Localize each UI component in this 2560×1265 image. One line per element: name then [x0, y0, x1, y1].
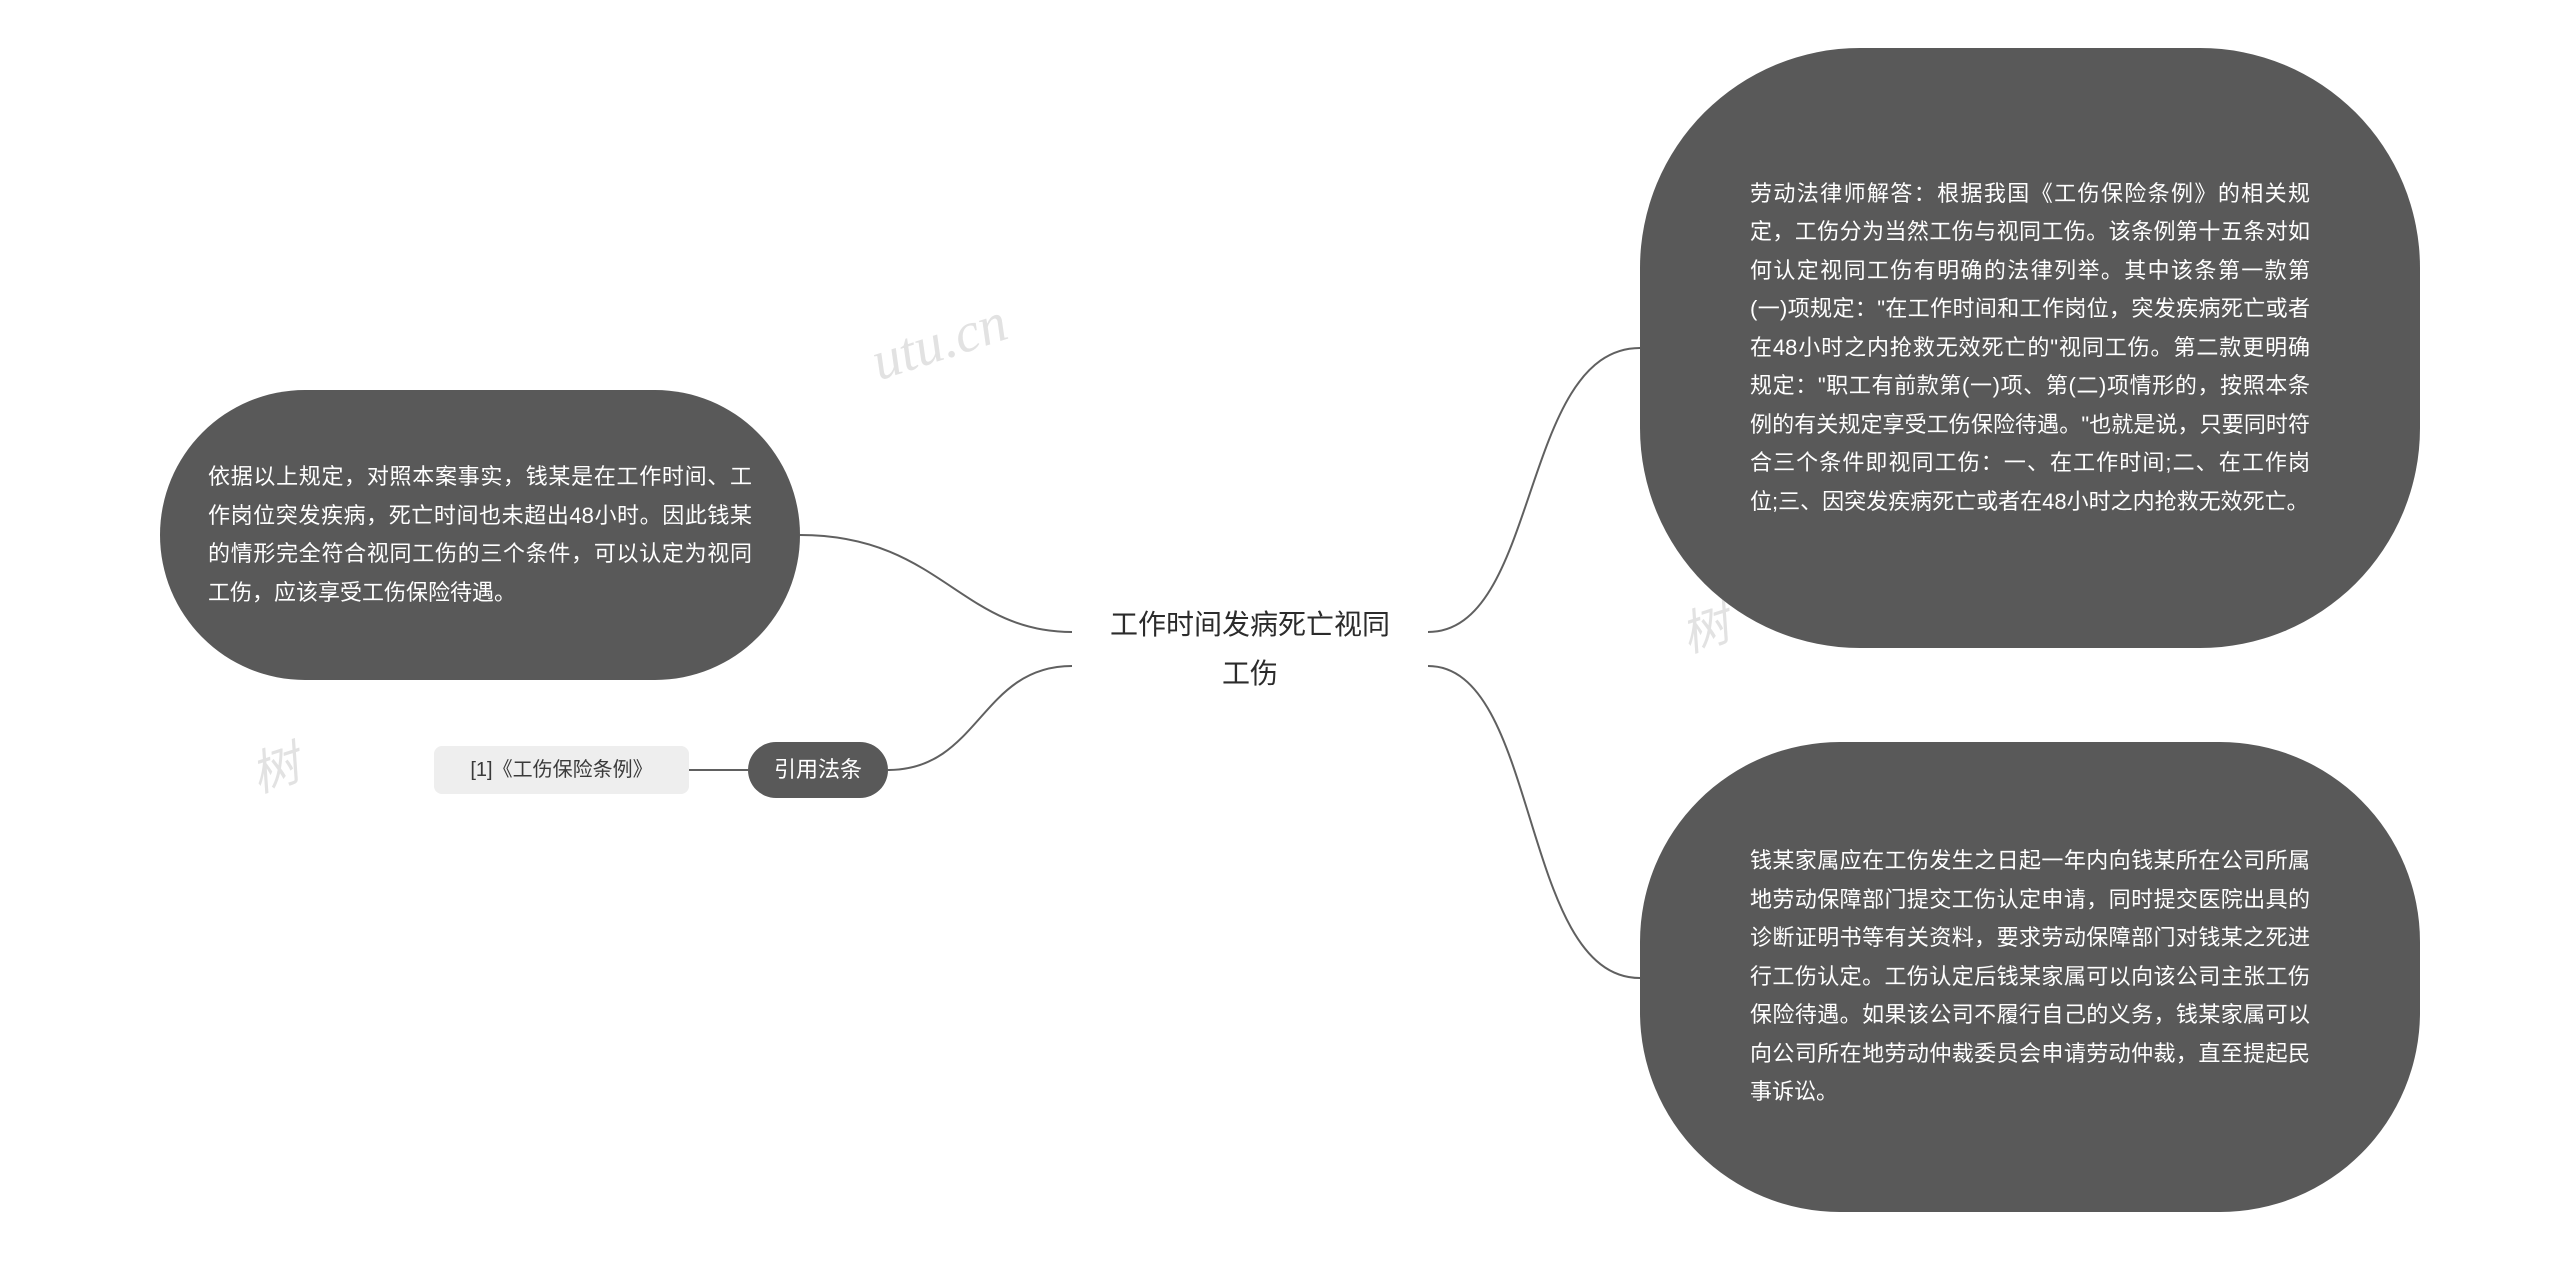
node-right-explanation[interactable]: 劳动法律师解答：根据我国《工伤保险条例》的相关规定，工伤分为当然工伤与视同工伤。…	[1640, 48, 2420, 648]
node-left-summary[interactable]: 依据以上规定，对照本案事实，钱某是在工作时间、工作岗位突发疾病，死亡时间也未超出…	[160, 390, 800, 680]
mindmap-canvas: utu.cn 树 树 工作时间发病死亡视同工伤 依据以上规定，对照本案事实，钱某…	[0, 0, 2560, 1265]
node-right-procedure[interactable]: 钱某家属应在工伤发生之日起一年内向钱某所在公司所属地劳动保障部门提交工伤认定申请…	[1640, 742, 2420, 1212]
node-citation-item-text: [1]《工伤保险条例》	[470, 753, 652, 788]
node-citation-item[interactable]: [1]《工伤保险条例》	[434, 746, 689, 794]
watermark-1: utu.cn	[863, 290, 1014, 394]
node-citation-label-text: 引用法条	[774, 751, 862, 790]
node-right-procedure-text: 钱某家属应在工伤发生之日起一年内向钱某所在公司所属地劳动保障部门提交工伤认定申请…	[1750, 842, 2310, 1112]
node-right-explanation-text: 劳动法律师解答：根据我国《工伤保险条例》的相关规定，工伤分为当然工伤与视同工伤。…	[1750, 175, 2310, 522]
node-left-summary-text: 依据以上规定，对照本案事实，钱某是在工作时间、工作岗位突发疾病，死亡时间也未超出…	[208, 458, 752, 612]
center-node[interactable]: 工作时间发病死亡视同工伤	[1072, 600, 1428, 698]
watermark-2: 树	[240, 724, 307, 805]
center-node-text: 工作时间发病死亡视同工伤	[1100, 600, 1400, 698]
node-citation-label[interactable]: 引用法条	[748, 742, 888, 798]
